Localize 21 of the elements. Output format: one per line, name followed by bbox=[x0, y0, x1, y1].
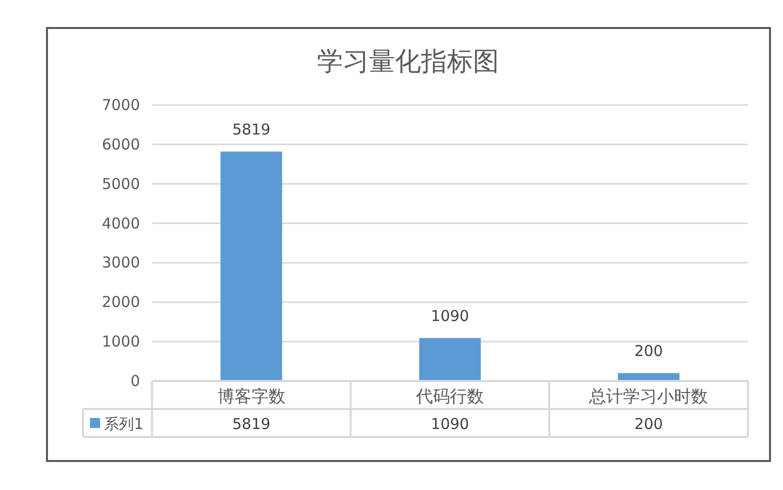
y-tick-label: 3000 bbox=[102, 254, 140, 272]
y-tick-label: 0 bbox=[130, 372, 140, 390]
x-tick-label: 博客字数 bbox=[217, 387, 286, 407]
y-tick-label: 6000 bbox=[102, 135, 140, 154]
x-tick-label: 代码行数 bbox=[415, 387, 484, 407]
chart-title: 学习量化指标图 bbox=[317, 47, 499, 77]
y-tick-label: 5000 bbox=[102, 174, 140, 193]
x-tick-label: 总计学习小时数 bbox=[588, 387, 708, 407]
bar bbox=[220, 152, 282, 381]
bar bbox=[419, 338, 481, 381]
legend-label: 系列1 bbox=[104, 415, 144, 433]
text: 200 bbox=[634, 415, 663, 433]
y-tick-label: 1000 bbox=[102, 332, 140, 351]
data-label: 5819 bbox=[232, 120, 270, 139]
y-tick-label: 7000 bbox=[102, 96, 140, 114]
text: 1090 bbox=[430, 415, 470, 433]
y-tick-label: 2000 bbox=[102, 293, 140, 312]
data-label: 1090 bbox=[430, 307, 470, 326]
text: 5819 bbox=[232, 415, 270, 433]
y-tick-label: 4000 bbox=[102, 214, 140, 232]
data-label: 200 bbox=[634, 342, 663, 360]
